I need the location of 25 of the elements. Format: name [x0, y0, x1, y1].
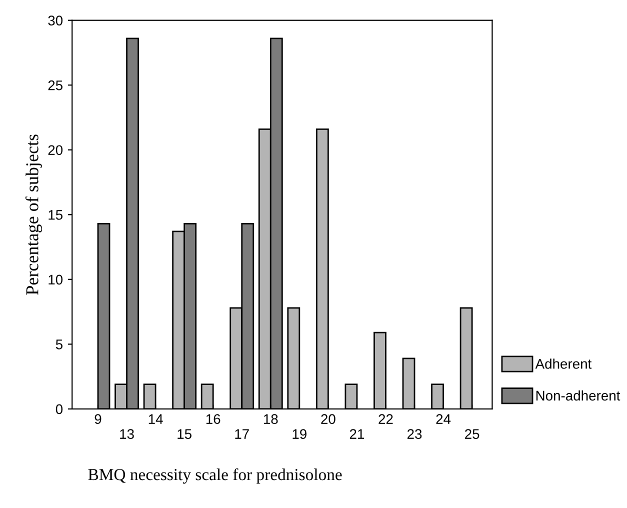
legend-label: Non-adherent	[536, 390, 620, 401]
y-tick-label: 0	[56, 404, 63, 414]
x-tick-label: 25	[465, 429, 480, 439]
y-axis-title: Percentage of subjects	[25, 134, 42, 295]
y-tick-label: 20	[48, 145, 63, 156]
x-tick-label: 24	[436, 414, 451, 424]
x-tick-label: 18	[264, 414, 278, 424]
x-tick-label: 21	[350, 429, 364, 439]
x-tick-label: 13	[120, 429, 134, 439]
x-tick-label: 19	[292, 429, 306, 439]
y-tick-label: 5	[56, 340, 62, 350]
y-tick-label: 25	[48, 80, 62, 90]
x-tick-label: 15	[178, 429, 192, 439]
x-tick-label: 22	[378, 414, 393, 424]
x-tick-label: 17	[235, 429, 249, 439]
y-tick-label: 30	[48, 16, 63, 26]
x-tick-label: 20	[321, 414, 336, 424]
legend-label: Adherent	[535, 358, 592, 369]
y-tick-label: 10	[48, 274, 63, 285]
y-tick-label: 15	[48, 210, 62, 220]
x-tick-label: 23	[407, 429, 422, 439]
x-axis-title: BMQ necessity scale for prednisolone	[88, 468, 342, 484]
x-tick-label: 9	[94, 414, 102, 424]
x-tick-label: 16	[206, 414, 220, 424]
x-tick-label: 14	[148, 414, 163, 424]
